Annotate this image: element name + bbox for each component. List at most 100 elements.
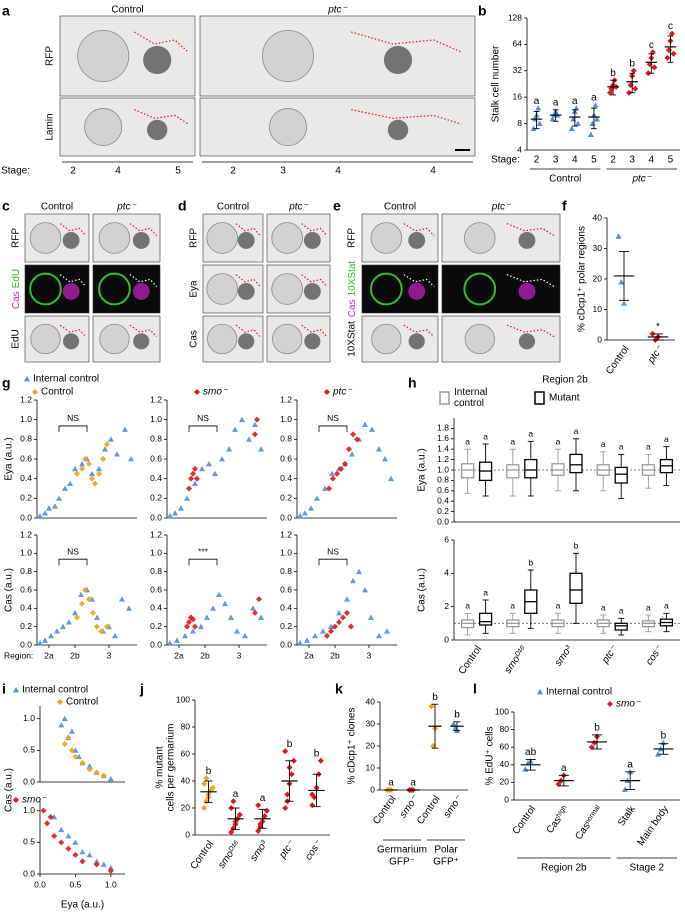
legend-label: Internal control <box>33 374 99 385</box>
y-tick-label: 1.0 <box>437 464 449 474</box>
data-point <box>100 456 106 462</box>
data-point <box>128 456 134 462</box>
bracket <box>58 558 88 566</box>
data-point <box>282 748 289 755</box>
legend-label: smo⁻ <box>616 699 641 710</box>
y-tick-label: 0.8 <box>150 434 162 444</box>
data-point <box>324 632 330 639</box>
cell <box>408 333 425 350</box>
y-tick-label: 0.8 <box>280 566 292 576</box>
data-point <box>216 591 222 597</box>
data-point <box>428 703 435 710</box>
micrograph <box>59 97 196 157</box>
y-tick-label: 0.8 <box>280 434 292 444</box>
significance-label: a <box>233 789 239 800</box>
y-tick-label: 1.0 <box>20 548 32 558</box>
micrograph <box>199 15 476 97</box>
data-point <box>201 805 208 811</box>
significance-label: b <box>432 692 438 703</box>
data-point <box>591 739 598 746</box>
data-point <box>228 614 234 620</box>
cell <box>370 222 403 254</box>
data-point <box>72 753 79 760</box>
data-point <box>255 827 262 834</box>
outline <box>129 223 158 237</box>
group-label: GFP⁺ <box>433 857 459 868</box>
box <box>460 463 475 479</box>
data-point <box>263 807 270 814</box>
row-label: Lamin <box>45 113 56 140</box>
significance-label: b <box>574 541 579 551</box>
data-point <box>68 747 75 754</box>
data-point <box>82 456 88 462</box>
x-tick-label: 2b <box>70 650 80 660</box>
data-point <box>309 791 316 798</box>
y-tick-label: 0.0 <box>280 512 292 522</box>
category-label: smoᴰ¹⁶ <box>503 644 530 676</box>
legend-label: Internal <box>454 387 487 398</box>
stage-label: 4 <box>430 166 436 177</box>
annotation: NS <box>67 546 79 556</box>
data-point <box>182 632 188 639</box>
data-point <box>239 416 245 423</box>
data-point <box>47 814 54 820</box>
data-point <box>346 446 352 453</box>
significance-label: b <box>454 709 460 720</box>
category-label: Control <box>189 839 217 872</box>
cell <box>464 222 496 254</box>
data-point <box>190 628 196 634</box>
category-label: 4 <box>649 155 655 166</box>
data-point <box>340 614 346 621</box>
group-label: Germarium <box>377 845 427 856</box>
panel-letter: k <box>335 681 343 697</box>
data-point <box>178 505 184 511</box>
panel-letter: j <box>139 681 144 697</box>
data-point <box>282 805 289 811</box>
data-point <box>332 623 338 630</box>
y-tick-label: 0.2 <box>150 493 162 503</box>
data-point <box>344 609 350 616</box>
data-point <box>54 628 60 634</box>
legend-label: Control <box>41 387 73 398</box>
y-tick-label: 60 <box>500 741 510 751</box>
cell <box>272 323 303 355</box>
data-point <box>172 510 178 516</box>
y-tick-label: 2 <box>444 601 449 611</box>
data-point <box>89 475 95 482</box>
cell <box>84 108 123 146</box>
significance-label: a <box>619 442 624 452</box>
y-tick-label: 0.6 <box>20 453 32 463</box>
stage-label: 4 <box>335 166 341 177</box>
micrograph <box>441 315 561 363</box>
category-label: 5 <box>668 155 674 166</box>
significance-label: a <box>601 439 606 449</box>
data-point <box>52 503 58 509</box>
y-tick-label: 0.4 <box>20 603 32 613</box>
data-point <box>627 82 634 89</box>
data-point <box>651 64 658 71</box>
y-tick-label: 40 <box>181 775 191 785</box>
cell <box>518 333 536 350</box>
category-label: Control <box>604 344 632 377</box>
data-point <box>308 505 314 511</box>
category-label: cos⁻ <box>644 643 665 667</box>
data-point <box>72 609 78 616</box>
data-point <box>236 811 243 818</box>
y-tick-label: 0.8 <box>20 434 32 444</box>
data-point <box>535 105 542 111</box>
category-label: Main body <box>636 804 671 848</box>
x-tick-label: 2a <box>304 650 314 660</box>
group-label: ptc⁻ <box>631 174 651 185</box>
category-label: Casⁿᵒʳᵐᵃˡ <box>573 804 604 842</box>
data-point <box>199 465 205 472</box>
category-label: 2 <box>610 155 616 166</box>
data-point <box>96 470 102 477</box>
y-tick-label: 0.0 <box>150 639 162 649</box>
data-point <box>72 839 79 845</box>
data-point <box>362 421 368 427</box>
y-tick-label: 32 <box>513 65 523 75</box>
y-tick-label: 0.4 <box>20 473 32 483</box>
data-point <box>615 233 622 239</box>
cell <box>29 222 62 254</box>
